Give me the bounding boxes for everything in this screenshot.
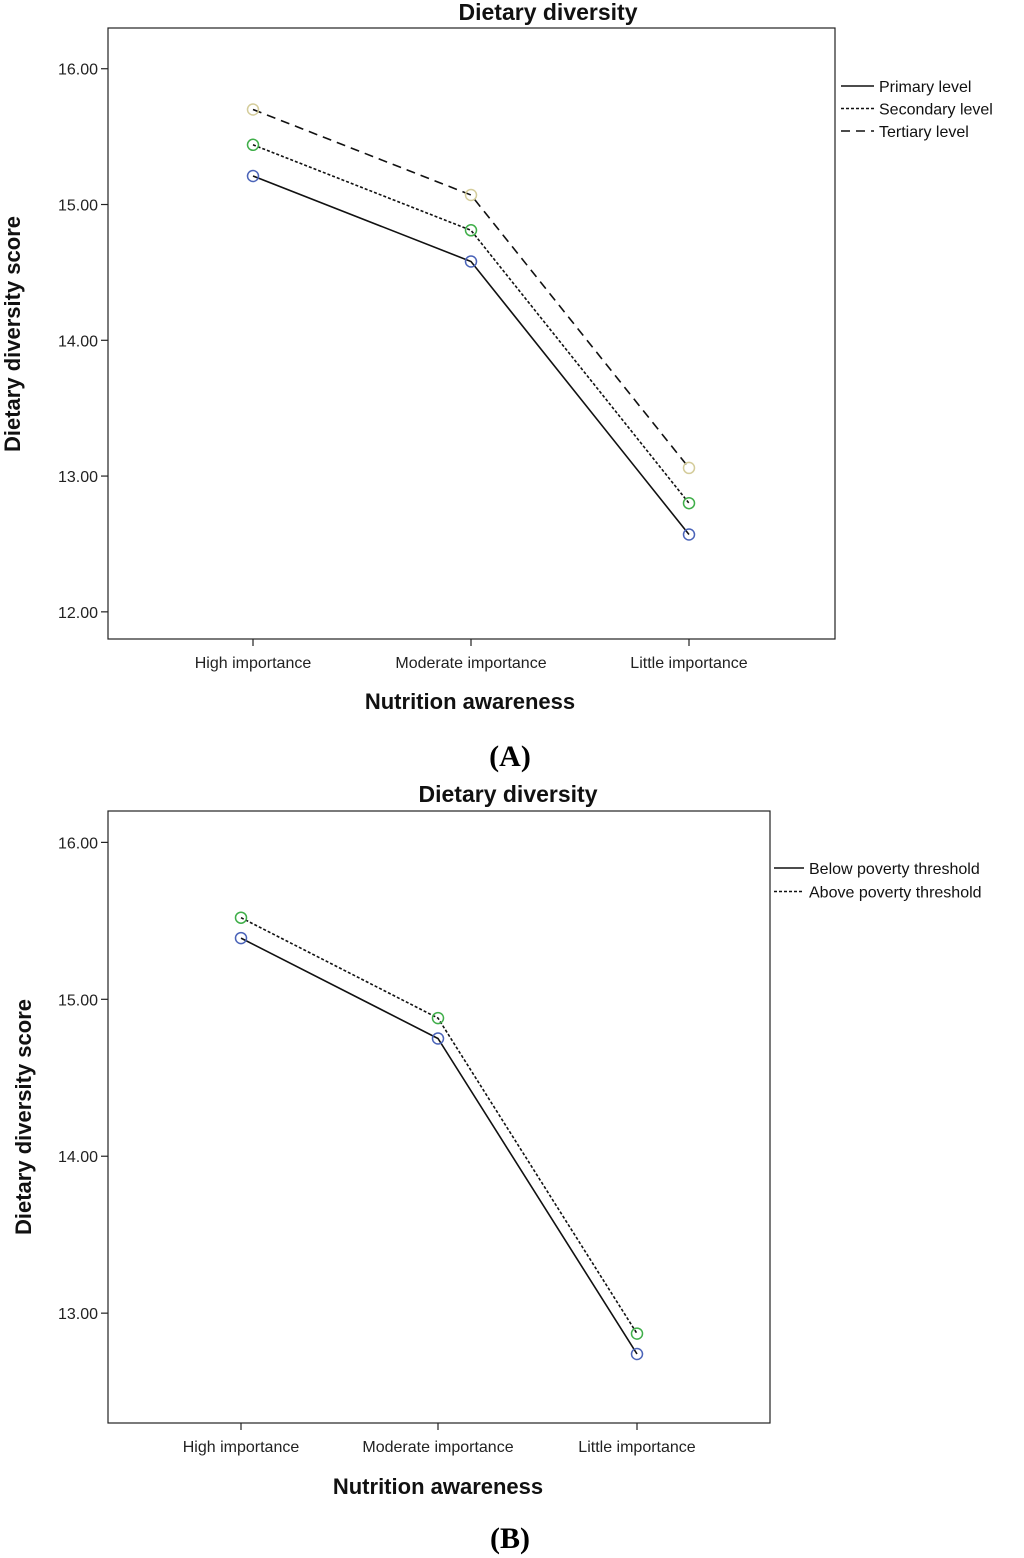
series-line-2	[240, 916, 638, 1335]
y-tick-label: 16.00	[58, 62, 98, 79]
y-tick-label: 15.00	[58, 992, 98, 1009]
data-point	[630, 1327, 644, 1340]
legend-label: Secondary level	[879, 102, 993, 119]
chart-a-y-axis-title: Dietary diversity score	[0, 216, 25, 452]
legend-label: Below poverty threshold	[809, 861, 980, 878]
y-tick-label: 15.00	[58, 198, 98, 215]
series-line-2	[252, 144, 690, 504]
y-tick-label: 16.00	[58, 835, 98, 852]
chart-b-x-axis-title: Nutrition awareness	[333, 1474, 543, 1499]
chart-a-x-axis: High importance Moderate importance Little…	[195, 639, 748, 672]
chart-a-legend: Primary level Secondary level Tertiary lev…	[841, 79, 993, 141]
data-point	[234, 931, 248, 945]
data-point	[682, 461, 696, 475]
chart-b-x-axis: High importance Moderate importance Little…	[183, 1423, 696, 1456]
series-line-1	[252, 175, 690, 535]
chart-a-y-axis: 16.00 15.00 14.00 13.00 12.00	[58, 62, 108, 622]
data-point	[682, 528, 696, 541]
chart-a-title: Dietary diversity	[459, 0, 638, 25]
series-line-3	[252, 108, 690, 469]
chart-b-title: Dietary diversity	[419, 781, 598, 807]
chart-a-x-axis-title: Nutrition awareness	[365, 689, 575, 714]
legend-label: Primary level	[879, 79, 971, 96]
y-tick-label: 13.00	[58, 469, 98, 486]
x-tick-label: Little importance	[578, 1439, 695, 1456]
data-point	[246, 103, 260, 116]
data-point	[464, 188, 478, 202]
chart-b-plot-area	[107, 810, 771, 1424]
panel-label-a: (A)	[489, 740, 531, 773]
y-tick-label: 13.00	[58, 1306, 98, 1323]
chart-panel-a: Dietary diversity 16.00 15.00 14.00 13.00 12…	[0, 0, 993, 773]
y-tick-label: 14.00	[58, 1149, 98, 1166]
x-tick-label: Little importance	[630, 655, 747, 672]
x-tick-label: Moderate importance	[395, 655, 546, 672]
chart-b-y-axis: 16.00 15.00 14.00 13.00	[58, 835, 108, 1323]
panel-label-b: (B)	[490, 1522, 530, 1555]
data-point	[630, 1347, 644, 1361]
data-point	[234, 911, 248, 924]
data-point	[464, 224, 478, 237]
y-tick-label: 14.00	[58, 333, 98, 350]
data-point	[246, 169, 260, 183]
chart-panel-b: Dietary diversity 16.00 15.00 14.00 13.00 H…	[11, 781, 982, 1555]
data-point	[464, 255, 478, 268]
series-line-1	[240, 937, 638, 1355]
x-tick-label: Moderate importance	[362, 1439, 513, 1456]
legend-label: Tertiary level	[879, 124, 969, 141]
x-tick-label: High importance	[195, 655, 312, 672]
legend-label: Above poverty threshold	[809, 885, 982, 902]
data-point	[682, 496, 696, 510]
x-tick-label: High importance	[183, 1439, 300, 1456]
data-point	[431, 1011, 445, 1025]
y-tick-label: 12.00	[58, 605, 98, 622]
chart-a-series	[246, 103, 696, 541]
chart-a-plot-area	[107, 27, 836, 640]
data-point	[431, 1032, 445, 1045]
chart-b-legend: Below poverty threshold Above poverty thr…	[774, 861, 982, 902]
chart-b-y-axis-title: Dietary diversity score	[11, 999, 36, 1235]
data-point	[246, 138, 260, 152]
chart-b-series	[234, 911, 644, 1361]
